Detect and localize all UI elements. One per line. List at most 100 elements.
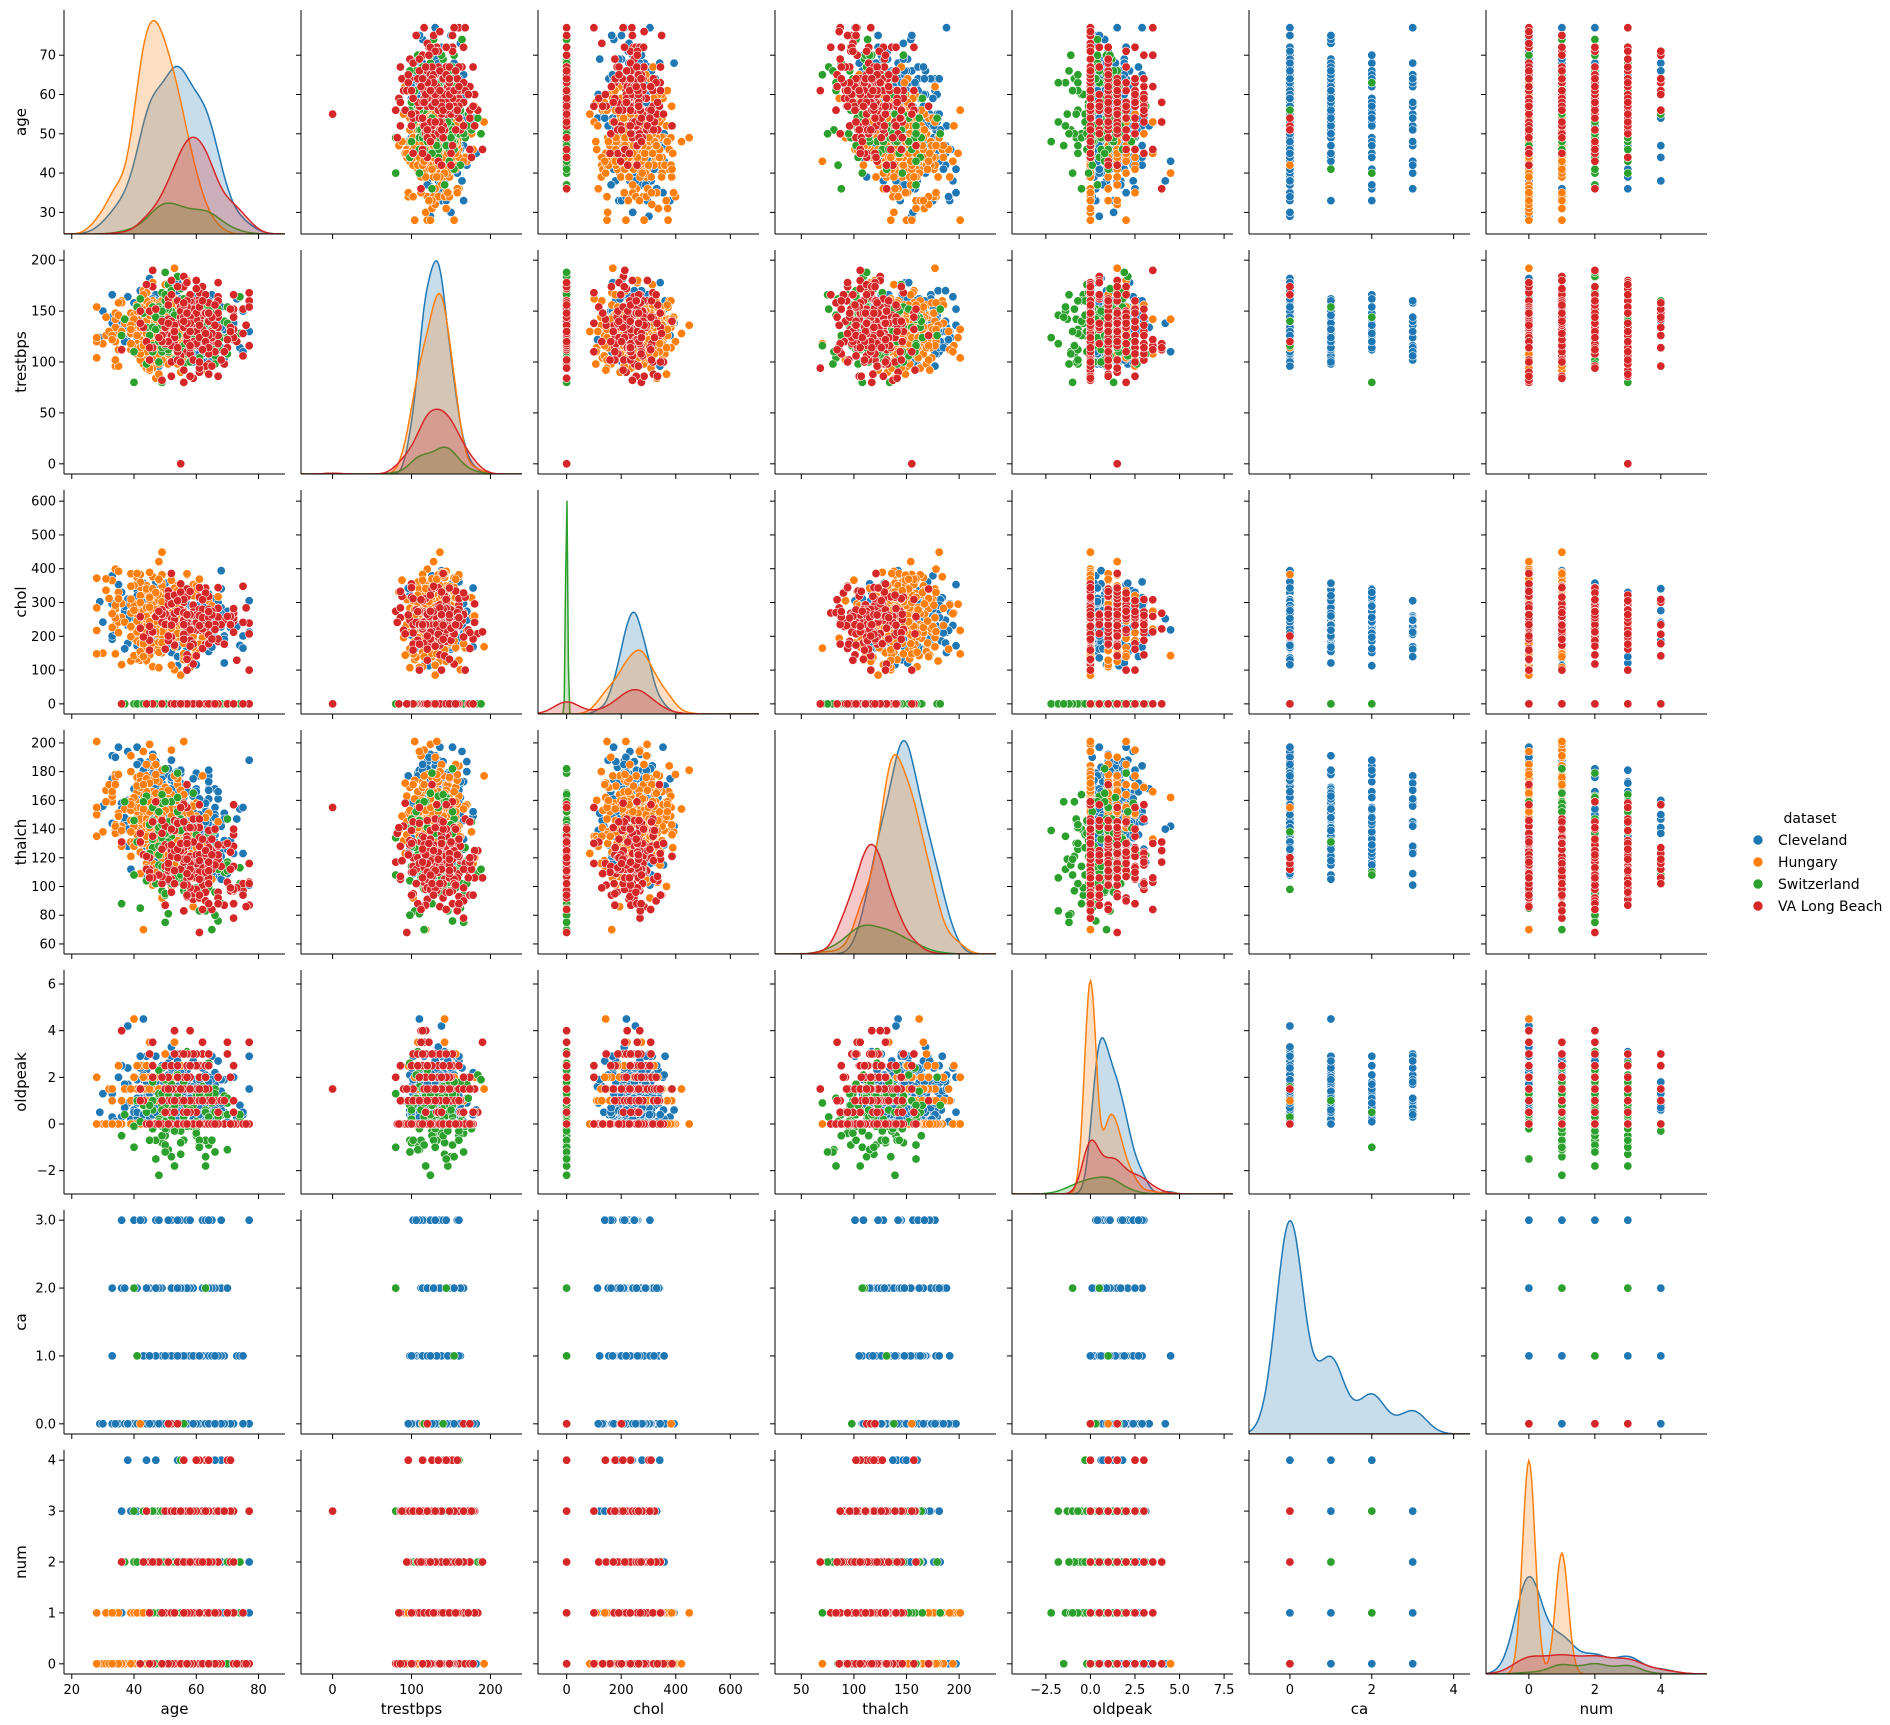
scatter-point <box>1409 169 1417 177</box>
scatter-point <box>1327 94 1335 102</box>
scatter-point <box>1149 145 1157 153</box>
scatter-point <box>626 122 634 130</box>
scatter-point <box>920 75 928 83</box>
scatter-point <box>1558 43 1566 51</box>
scatter-point <box>1591 63 1599 71</box>
scatter-point <box>1131 114 1139 122</box>
scatter-point <box>952 189 960 197</box>
scatter-point <box>632 82 640 90</box>
scatter-point <box>852 118 860 126</box>
scatter-point <box>855 86 863 94</box>
scatter-point <box>1065 67 1073 75</box>
scatter-point <box>669 149 677 157</box>
scatter-point <box>1122 114 1130 122</box>
scatter-point <box>950 122 958 130</box>
scatter-point <box>1591 35 1599 43</box>
scatter-point <box>1525 102 1533 110</box>
scatter-point <box>411 216 419 224</box>
scatter-point <box>880 122 888 130</box>
scatter-point <box>1286 24 1294 32</box>
scatter-point <box>447 149 455 157</box>
scatter-point <box>926 149 934 157</box>
scatter-point <box>912 141 920 149</box>
scatter-point <box>899 39 907 47</box>
scatter-point <box>603 208 611 216</box>
scatter-point <box>1525 67 1533 75</box>
scatter-point <box>834 161 842 169</box>
scatter-point <box>562 165 570 173</box>
scatter-point <box>1525 173 1533 181</box>
scatter-point <box>615 71 623 79</box>
scatter-point <box>1131 153 1139 161</box>
scatter-point <box>1086 149 1094 157</box>
scatter-point <box>1558 106 1566 114</box>
scatter-point <box>596 55 604 63</box>
scatter-point <box>1122 134 1130 142</box>
scatter-point <box>1657 141 1665 149</box>
scatter-point <box>1657 59 1665 67</box>
scatter-point <box>1131 189 1139 197</box>
scatter-point <box>452 126 460 134</box>
scatter-point <box>437 161 445 169</box>
scatter-point <box>393 134 401 142</box>
scatter-point <box>677 137 685 145</box>
scatter-point <box>1368 114 1376 122</box>
scatter-point <box>1657 75 1665 83</box>
scatter-point <box>440 181 448 189</box>
scatter-point <box>942 24 950 32</box>
scatter-point <box>433 173 441 181</box>
scatter-point <box>858 137 866 145</box>
scatter-point <box>647 106 655 114</box>
scatter-point <box>932 189 940 197</box>
scatter-point <box>1525 110 1533 118</box>
scatter-point <box>956 216 964 224</box>
scatter-point <box>562 24 570 32</box>
scatter-point <box>1077 185 1085 193</box>
y-tick-label: 60 <box>39 88 56 103</box>
scatter-point <box>851 106 859 114</box>
scatter-point <box>1558 75 1566 83</box>
scatter-point <box>1368 122 1376 130</box>
scatter-point <box>669 189 677 197</box>
scatter-point <box>1558 157 1566 165</box>
scatter-point <box>478 145 486 153</box>
scatter-point <box>1074 141 1082 149</box>
scatter-point <box>629 208 637 216</box>
scatter-point <box>562 118 570 126</box>
scatter-point <box>1086 204 1094 212</box>
scatter-point <box>647 189 655 197</box>
scatter-point <box>1149 24 1157 32</box>
scatter-point <box>1084 169 1092 177</box>
scatter-point <box>1525 82 1533 90</box>
scatter-point <box>422 63 430 71</box>
scatter-point <box>640 216 648 224</box>
scatter-point <box>1122 145 1130 153</box>
scatter-point <box>1161 177 1169 185</box>
scatter-point <box>328 110 336 118</box>
scatter-point <box>1074 71 1082 79</box>
scatter-point <box>911 79 919 87</box>
scatter-point <box>890 173 898 181</box>
scatter-point <box>890 208 898 216</box>
scatter-point <box>836 130 844 138</box>
scatter-point <box>409 94 417 102</box>
scatter-point <box>1558 165 1566 173</box>
scatter-point <box>1065 130 1073 138</box>
scatter-point <box>445 102 453 110</box>
scatter-point <box>417 82 425 90</box>
scatter-point <box>603 216 611 224</box>
scatter-point <box>420 98 428 106</box>
scatter-point <box>647 173 655 181</box>
scatter-point <box>593 145 601 153</box>
scatter-point <box>1368 79 1376 87</box>
scatter-point <box>1047 137 1055 145</box>
scatter-point <box>1558 31 1566 39</box>
scatter-point <box>1113 181 1121 189</box>
scatter-point <box>562 43 570 51</box>
scatter-point <box>1063 110 1071 118</box>
scatter-point <box>934 173 942 181</box>
scatter-point <box>1409 75 1417 83</box>
scatter-point <box>837 43 845 51</box>
scatter-point <box>892 43 900 51</box>
